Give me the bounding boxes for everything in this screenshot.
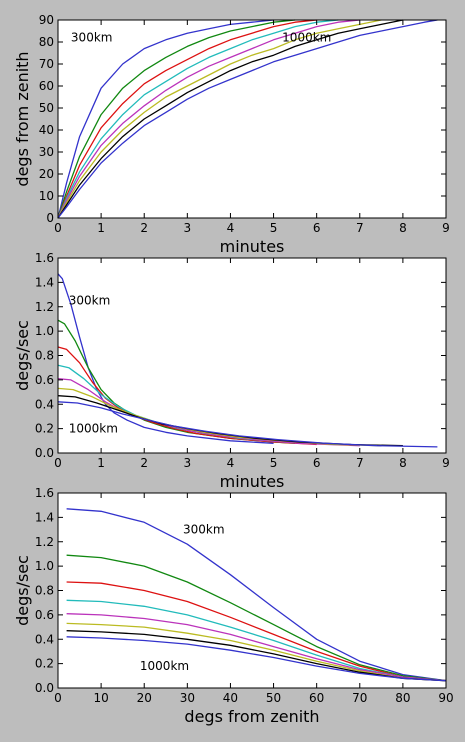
series-line-3 bbox=[57, 19, 317, 219]
x-tick-label: 0 bbox=[54, 691, 62, 705]
x-axis-label: minutes bbox=[220, 237, 285, 256]
x-tick-label: 20 bbox=[137, 691, 152, 705]
x-axis-label: degs from zenith bbox=[184, 707, 319, 726]
y-tick-label: 0.8 bbox=[35, 584, 54, 598]
y-tick-label: 0.6 bbox=[35, 373, 54, 387]
y-axis-label: degs/sec bbox=[13, 320, 32, 391]
plot-area bbox=[58, 258, 446, 453]
y-tick-label: 1.6 bbox=[35, 251, 54, 265]
chart-3: 0 10 20 30 40 50 60 70 80 90 0.0 0.2 0.4 0.6 0.8 1.0 1.2… bbox=[13, 486, 454, 726]
x-axis-label: minutes bbox=[220, 472, 285, 491]
y-tick-label: 1.2 bbox=[35, 300, 54, 314]
x-tick-label: 0 bbox=[54, 456, 62, 470]
series-line-3 bbox=[66, 581, 447, 682]
x-tick-label: 4 bbox=[227, 456, 235, 470]
x-tick-label: 1 bbox=[97, 456, 105, 470]
y-tick-label: 0.0 bbox=[35, 446, 54, 460]
series-line-8 bbox=[57, 19, 438, 219]
y-tick-label: 70 bbox=[39, 57, 54, 71]
series-line-1 bbox=[57, 273, 274, 444]
y-tick-label: 0.4 bbox=[35, 397, 54, 411]
annotation-label: 1000km bbox=[69, 422, 118, 436]
x-tick-label: 90 bbox=[438, 691, 453, 705]
x-tick-label: 0 bbox=[54, 221, 62, 235]
y-tick-label: 0 bbox=[46, 211, 54, 225]
series-line-7 bbox=[57, 19, 404, 219]
x-tick-label: 7 bbox=[356, 221, 364, 235]
y-tick-label: 1.4 bbox=[35, 510, 54, 524]
x-tick-label: 10 bbox=[93, 691, 108, 705]
series-line-5 bbox=[57, 19, 360, 219]
x-tick-label: 8 bbox=[399, 456, 407, 470]
y-tick-label: 1.4 bbox=[35, 275, 54, 289]
chart-2: 0 1 2 3 4 5 6 7 8 9 0.0 0.2 0.4 0.6 0.8 1.0 1.2 1.4 1.6 min… bbox=[13, 251, 450, 491]
chart-1: 0 1 2 3 4 5 6 7 8 90102030405060708090minutesdegs… bbox=[13, 13, 450, 256]
y-tick-label: 40 bbox=[39, 123, 54, 137]
x-tick-label: 3 bbox=[184, 456, 192, 470]
series-line-8 bbox=[66, 636, 447, 682]
y-axis-label: degs/sec bbox=[13, 555, 32, 626]
y-tick-label: 0.8 bbox=[35, 349, 54, 363]
plot-frame bbox=[57, 19, 447, 219]
y-tick-label: 0.2 bbox=[35, 422, 54, 436]
series-line-8 bbox=[57, 401, 438, 448]
y-tick-label: 1.6 bbox=[35, 486, 54, 500]
series-line-4 bbox=[57, 19, 339, 219]
annotation-label: 1000km bbox=[282, 31, 331, 45]
y-tick-label: 50 bbox=[39, 101, 54, 115]
y-tick-label: 0.4 bbox=[35, 632, 54, 646]
x-tick-label: 80 bbox=[395, 691, 410, 705]
y-tick-label: 1.0 bbox=[35, 324, 54, 338]
x-tick-label: 50 bbox=[266, 691, 281, 705]
x-tick-label: 2 bbox=[140, 456, 148, 470]
x-tick-label: 6 bbox=[313, 221, 321, 235]
y-tick-label: 90 bbox=[39, 13, 54, 27]
annotation-label: 300km bbox=[71, 31, 113, 45]
series-line-5 bbox=[66, 613, 447, 682]
x-tick-label: 6 bbox=[313, 456, 321, 470]
annotation-label: 1000km bbox=[140, 659, 189, 673]
y-tick-label: 80 bbox=[39, 35, 54, 49]
y-tick-label: 0.0 bbox=[35, 681, 54, 695]
x-tick-label: 9 bbox=[442, 456, 450, 470]
annotation-label: 300km bbox=[69, 294, 111, 308]
x-tick-label: 4 bbox=[227, 221, 235, 235]
x-tick-label: 9 bbox=[442, 221, 450, 235]
x-tick-label: 7 bbox=[356, 456, 364, 470]
y-tick-label: 20 bbox=[39, 167, 54, 181]
x-tick-label: 60 bbox=[309, 691, 324, 705]
x-tick-label: 3 bbox=[184, 221, 192, 235]
y-axis-label: degs from zenith bbox=[13, 51, 32, 186]
x-tick-label: 8 bbox=[399, 221, 407, 235]
x-tick-label: 30 bbox=[180, 691, 195, 705]
series-line-1 bbox=[57, 19, 274, 219]
series-line-2 bbox=[57, 19, 296, 219]
y-tick-label: 60 bbox=[39, 79, 54, 93]
x-tick-label: 1 bbox=[97, 221, 105, 235]
y-tick-label: 1.0 bbox=[35, 559, 54, 573]
x-tick-label: 2 bbox=[140, 221, 148, 235]
x-tick-label: 70 bbox=[352, 691, 367, 705]
series-line-6 bbox=[57, 19, 382, 219]
y-tick-label: 0.2 bbox=[35, 657, 54, 671]
annotation-label: 300km bbox=[183, 523, 225, 537]
y-tick-label: 30 bbox=[39, 145, 54, 159]
x-tick-label: 5 bbox=[270, 221, 278, 235]
x-tick-label: 5 bbox=[270, 456, 278, 470]
series-line-1 bbox=[66, 508, 447, 682]
y-tick-label: 0.6 bbox=[35, 608, 54, 622]
series-line-2 bbox=[66, 554, 447, 682]
y-tick-label: 1.2 bbox=[35, 535, 54, 549]
plot-area bbox=[58, 20, 446, 218]
y-tick-label: 10 bbox=[39, 189, 54, 203]
x-tick-label: 40 bbox=[223, 691, 238, 705]
